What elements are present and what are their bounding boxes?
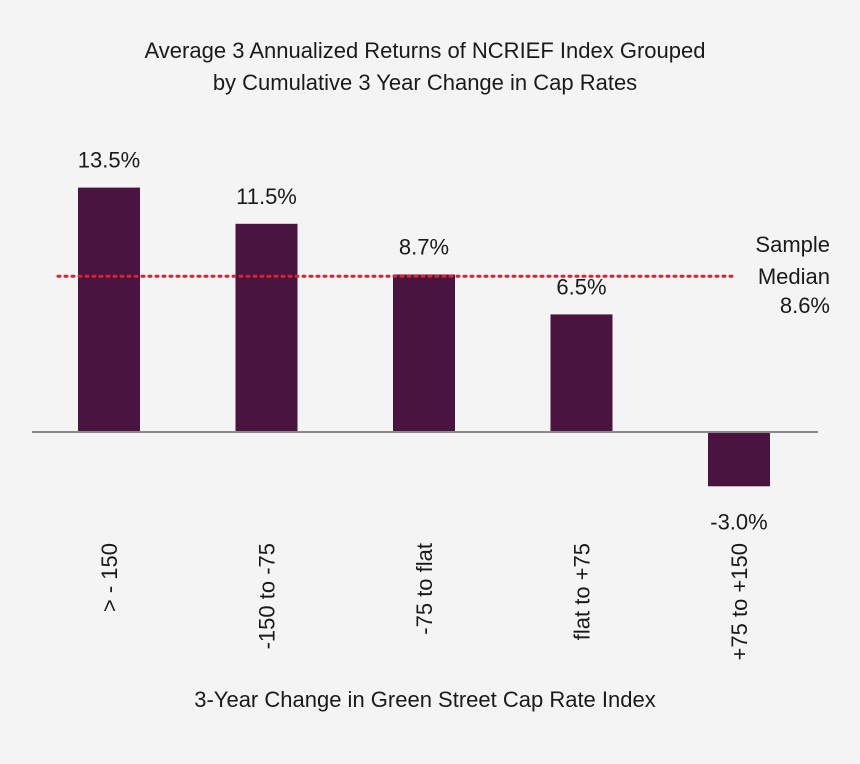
chart-title-line-2: by Cumulative 3 Year Change in Cap Rates	[213, 70, 637, 95]
x-tick-labels: > - 150 -150 to -75 -75 to flat flat to +75…	[97, 543, 752, 660]
bar-2	[235, 223, 298, 432]
x-tick-label-4: flat to +75	[570, 543, 595, 640]
chart-title: Average 3 Annualized Returns of NCRIEF I…	[145, 38, 706, 95]
data-labels-layer: 13.5% 11.5% 8.7% 6.5% -3.0%	[78, 148, 768, 535]
x-tick-label-1: > - 150	[97, 543, 122, 612]
data-label-2: 11.5%	[236, 184, 297, 209]
bars-layer	[78, 187, 770, 487]
bar-1	[78, 187, 140, 432]
median-label-line-2: Median	[758, 264, 830, 289]
chart-title-line-1: Average 3 Annualized Returns of NCRIEF I…	[145, 38, 706, 63]
data-label-4: 6.5%	[556, 274, 606, 299]
bar-4	[550, 314, 613, 432]
median-label-line-1: Sample	[755, 232, 830, 257]
data-label-3: 8.7%	[399, 235, 449, 260]
data-label-1: 13.5%	[78, 148, 140, 173]
median-label-line-3: 8.6%	[780, 293, 830, 318]
x-tick-label-3: -75 to flat	[412, 543, 437, 635]
bar-3	[393, 274, 455, 432]
bar-5	[708, 432, 770, 487]
x-axis-title: 3-Year Change in Green Street Cap Rate I…	[194, 687, 655, 712]
x-tick-label-2: -150 to -75	[255, 543, 280, 649]
data-label-5: -3.0%	[710, 509, 767, 534]
x-tick-label-5: +75 to +150	[727, 543, 752, 660]
median-reference: Sample Median 8.6%	[56, 232, 830, 318]
